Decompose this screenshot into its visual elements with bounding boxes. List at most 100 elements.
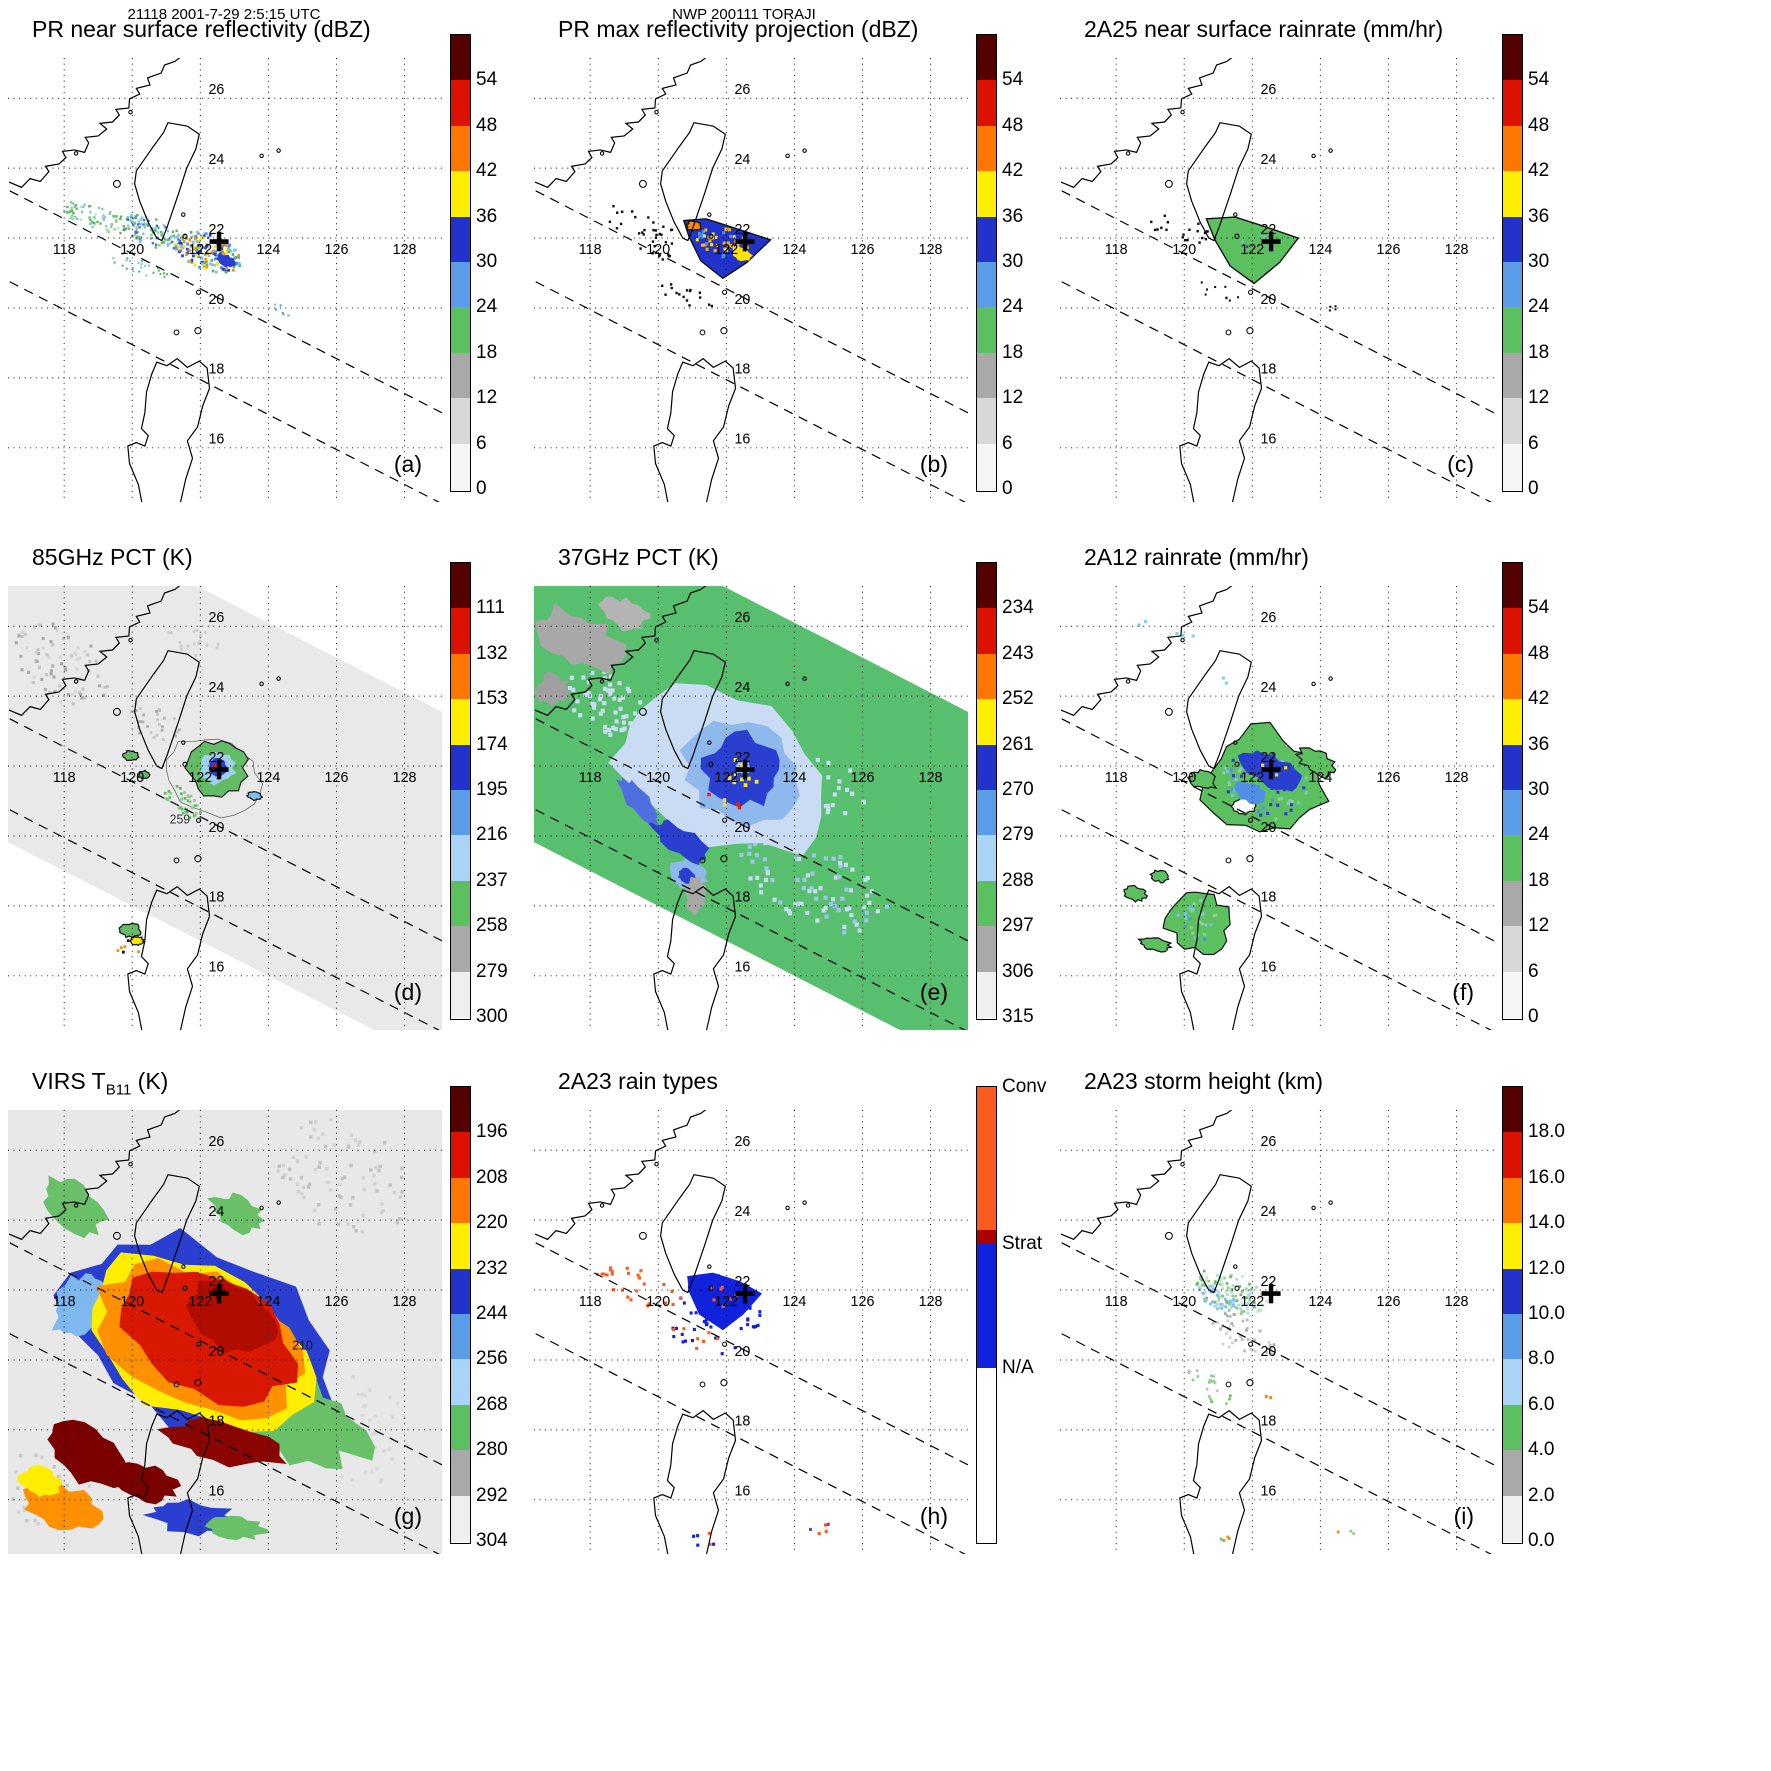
lon-label: 126 bbox=[851, 242, 875, 258]
lon-label: 118 bbox=[53, 242, 76, 258]
coastline-island bbox=[1165, 179, 1173, 188]
lat-label: 26 bbox=[208, 1134, 224, 1150]
colorbar-tick-label: 234 bbox=[1002, 597, 1034, 619]
lat-label: 24 bbox=[734, 1204, 750, 1220]
colorbar-segment bbox=[1503, 835, 1522, 882]
colorbar-tick-label: 16.0 bbox=[1528, 1166, 1565, 1188]
panel-title-post: (K) bbox=[131, 1068, 169, 1094]
colorbar-tick-label: 6.0 bbox=[1528, 1393, 1555, 1415]
colorbar-tick-label: 111 bbox=[476, 597, 505, 619]
panel-title: 85GHz PCT (K) bbox=[32, 544, 193, 575]
colorbar-segment bbox=[451, 1177, 470, 1224]
swath-edge-line bbox=[9, 281, 440, 502]
lon-label: 126 bbox=[325, 242, 349, 258]
coastline-island bbox=[194, 327, 202, 335]
colorbar-ticks-c: 54 48 42 36 30 24 18 12 6 0 bbox=[1528, 35, 1608, 499]
lon-label: 126 bbox=[1377, 242, 1401, 258]
lat-label: 26 bbox=[1260, 610, 1276, 626]
colorbar-segment bbox=[451, 926, 470, 973]
data-feature bbox=[167, 628, 220, 657]
colorbar-segment bbox=[977, 971, 996, 1018]
swath-edge-line bbox=[1061, 809, 1492, 1030]
panel-title-text: 2A23 rain types bbox=[558, 1068, 718, 1094]
panel-title: 2A23 rain types bbox=[558, 1068, 718, 1099]
colorbar-segment bbox=[1503, 352, 1522, 399]
data-feature bbox=[671, 1326, 737, 1356]
lat-label: 16 bbox=[208, 431, 224, 447]
coastline-taiwan bbox=[1186, 649, 1252, 770]
colorbar-segment bbox=[977, 653, 996, 700]
colorbar-f bbox=[1502, 562, 1523, 1020]
data-feature bbox=[215, 253, 236, 268]
colorbar-segment bbox=[451, 1450, 470, 1497]
colorbar-tick-label: 24 bbox=[476, 296, 498, 318]
lat-label: 24 bbox=[1260, 1204, 1276, 1220]
lat-label: 20 bbox=[734, 1344, 750, 1360]
coastline-taiwan bbox=[660, 649, 726, 770]
colorbar-segment bbox=[1503, 35, 1522, 81]
coastline-island bbox=[194, 855, 202, 863]
colorbar-segment bbox=[451, 307, 470, 354]
colorbar-tick-label: Conv bbox=[1002, 1076, 1047, 1097]
colorbar-tick-label: 258 bbox=[476, 915, 508, 937]
colorbar-tick-label: 132 bbox=[476, 642, 508, 664]
lat-label: 16 bbox=[734, 1483, 750, 1499]
swath-edge-line bbox=[9, 190, 442, 414]
data-feature bbox=[1123, 884, 1149, 903]
colorbar-tick-label: 196 bbox=[476, 1121, 508, 1143]
colorbar-tick-label: 14.0 bbox=[1528, 1212, 1565, 1234]
coastline-taiwan bbox=[1186, 121, 1252, 242]
coastline-luzon bbox=[1179, 885, 1263, 1030]
lon-label: 120 bbox=[1172, 242, 1196, 258]
colorbar-tick-label: 0 bbox=[1528, 478, 1539, 499]
colorbar-a bbox=[450, 34, 471, 492]
colorbar-tick-label: 12 bbox=[476, 387, 498, 409]
swath-edge-line bbox=[1061, 190, 1494, 414]
lon-label: 126 bbox=[1377, 770, 1401, 786]
colorbar-tick-label: 243 bbox=[1002, 642, 1034, 664]
coastline-island bbox=[173, 857, 180, 864]
coastline-island bbox=[1125, 151, 1131, 156]
data-feature bbox=[63, 201, 122, 235]
colorbar-segment bbox=[451, 1495, 470, 1542]
lat-label: 18 bbox=[734, 362, 750, 378]
swath-edge-line bbox=[1061, 1242, 1494, 1466]
coastline-island bbox=[276, 148, 281, 153]
lon-label: 122 bbox=[1240, 1294, 1264, 1310]
coastline-china bbox=[1060, 1110, 1233, 1241]
colorbar-tick-label: 4.0 bbox=[1528, 1439, 1555, 1461]
coastline-luzon bbox=[653, 357, 737, 502]
map-g: 210 118 120 122 124 126 128 16 18 20 22 24 26 bbox=[8, 1110, 442, 1554]
data-feature bbox=[1137, 619, 1148, 627]
coastline-island bbox=[802, 148, 807, 153]
coastline-island bbox=[1328, 148, 1333, 153]
coastline-island bbox=[1246, 1379, 1254, 1387]
colorbar-segment bbox=[977, 443, 996, 490]
colorbar-tick-label: 0 bbox=[1528, 1006, 1539, 1027]
coastline-island bbox=[802, 1200, 807, 1205]
map-area: 118 120 122 124 126 128 16 18 20 22 24 26 (a) bbox=[8, 58, 442, 502]
lat-label: 18 bbox=[208, 362, 224, 378]
data-feature bbox=[121, 749, 140, 762]
panel-letter: (f) bbox=[1452, 979, 1474, 1005]
lon-label: 124 bbox=[1308, 1294, 1332, 1310]
data-feature bbox=[1176, 898, 1218, 941]
colorbar-segment bbox=[451, 443, 470, 490]
coastline-island bbox=[259, 1205, 264, 1211]
lat-label: 22 bbox=[1260, 222, 1276, 238]
lat-label: 20 bbox=[1260, 292, 1276, 308]
panel-g: VIRS TB11 (K) 21011812012212412612816182… bbox=[6, 1066, 566, 1586]
colorbar-tick-label: 304 bbox=[476, 1530, 508, 1551]
lat-label: 18 bbox=[734, 890, 750, 906]
coastline-luzon bbox=[1179, 357, 1263, 502]
panel-title-text: 85GHz PCT (K) bbox=[32, 544, 193, 570]
data-feature bbox=[14, 622, 109, 706]
data-feature bbox=[276, 1117, 404, 1234]
data-feature bbox=[1150, 214, 1209, 244]
colorbar-segment bbox=[977, 216, 996, 263]
lon-label: 122 bbox=[188, 770, 212, 786]
colorbar-tick-label: 36 bbox=[1002, 205, 1024, 227]
coastline-island bbox=[707, 212, 712, 217]
coastline-luzon bbox=[127, 357, 211, 502]
lat-label: 26 bbox=[734, 82, 750, 98]
